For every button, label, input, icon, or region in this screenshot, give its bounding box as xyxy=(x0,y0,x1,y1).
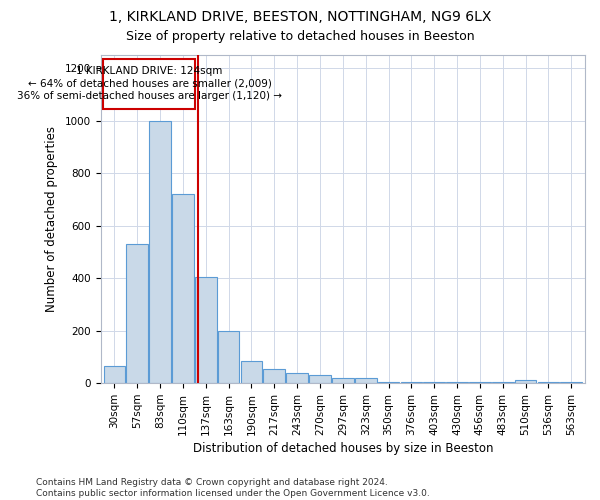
Bar xyxy=(149,120,171,383)
Bar xyxy=(218,330,239,383)
Bar xyxy=(424,382,445,383)
Bar xyxy=(560,382,582,383)
Bar xyxy=(309,376,331,383)
Bar xyxy=(127,244,148,383)
FancyBboxPatch shape xyxy=(103,59,196,109)
Bar xyxy=(469,382,491,383)
Bar xyxy=(515,380,536,383)
Bar xyxy=(195,277,217,383)
Bar xyxy=(355,378,377,383)
Text: 1 KIRKLAND DRIVE: 124sqm: 1 KIRKLAND DRIVE: 124sqm xyxy=(76,66,223,76)
Bar xyxy=(492,382,514,383)
Bar xyxy=(401,382,422,383)
Bar xyxy=(172,194,194,383)
Bar xyxy=(241,361,262,383)
Bar xyxy=(377,382,400,383)
Bar xyxy=(286,372,308,383)
Text: ← 64% of detached houses are smaller (2,009): ← 64% of detached houses are smaller (2,… xyxy=(28,79,271,89)
Bar xyxy=(332,378,353,383)
Bar xyxy=(104,366,125,383)
Text: 36% of semi-detached houses are larger (1,120) →: 36% of semi-detached houses are larger (… xyxy=(17,92,282,102)
X-axis label: Distribution of detached houses by size in Beeston: Distribution of detached houses by size … xyxy=(193,442,493,455)
Text: Contains HM Land Registry data © Crown copyright and database right 2024.
Contai: Contains HM Land Registry data © Crown c… xyxy=(36,478,430,498)
Text: 1, KIRKLAND DRIVE, BEESTON, NOTTINGHAM, NG9 6LX: 1, KIRKLAND DRIVE, BEESTON, NOTTINGHAM, … xyxy=(109,10,491,24)
Y-axis label: Number of detached properties: Number of detached properties xyxy=(45,126,58,312)
Bar xyxy=(538,382,559,383)
Bar xyxy=(263,369,285,383)
Bar xyxy=(446,382,468,383)
Text: Size of property relative to detached houses in Beeston: Size of property relative to detached ho… xyxy=(125,30,475,43)
